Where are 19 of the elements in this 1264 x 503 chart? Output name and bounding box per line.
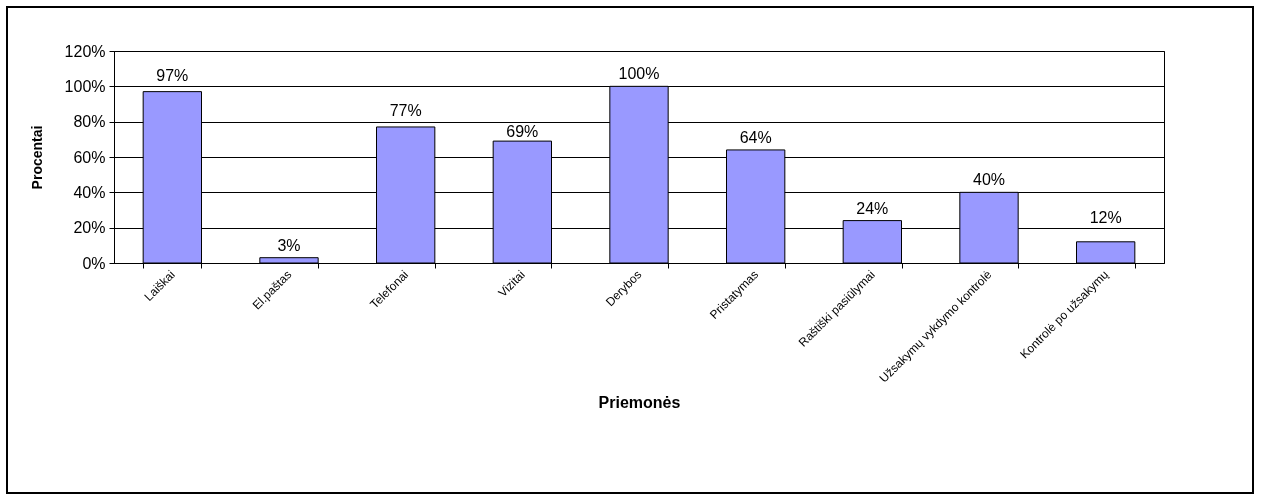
- data-label: 24%: [856, 199, 889, 217]
- data-label: 100%: [618, 65, 660, 83]
- y-axis-title: Procentai: [28, 125, 45, 190]
- x-axis-title: Priemonės: [598, 393, 681, 411]
- data-label: 64%: [739, 128, 772, 146]
- y-tick-label: 120%: [64, 42, 106, 60]
- data-label: 3%: [277, 236, 301, 254]
- data-label: 40%: [972, 171, 1006, 189]
- data-label: 77%: [389, 101, 422, 119]
- bar: [1076, 241, 1136, 264]
- y-tick-label: 100%: [64, 77, 106, 95]
- data-label: 12%: [1089, 208, 1122, 226]
- y-tick-label: 80%: [73, 113, 106, 131]
- data-label: 97%: [156, 66, 189, 84]
- y-tick-label: 60%: [73, 148, 106, 166]
- y-tick-label: 20%: [73, 219, 106, 237]
- y-tick-label: 0%: [82, 254, 106, 272]
- data-label: 69%: [506, 123, 539, 141]
- y-tick-label: 40%: [73, 183, 106, 201]
